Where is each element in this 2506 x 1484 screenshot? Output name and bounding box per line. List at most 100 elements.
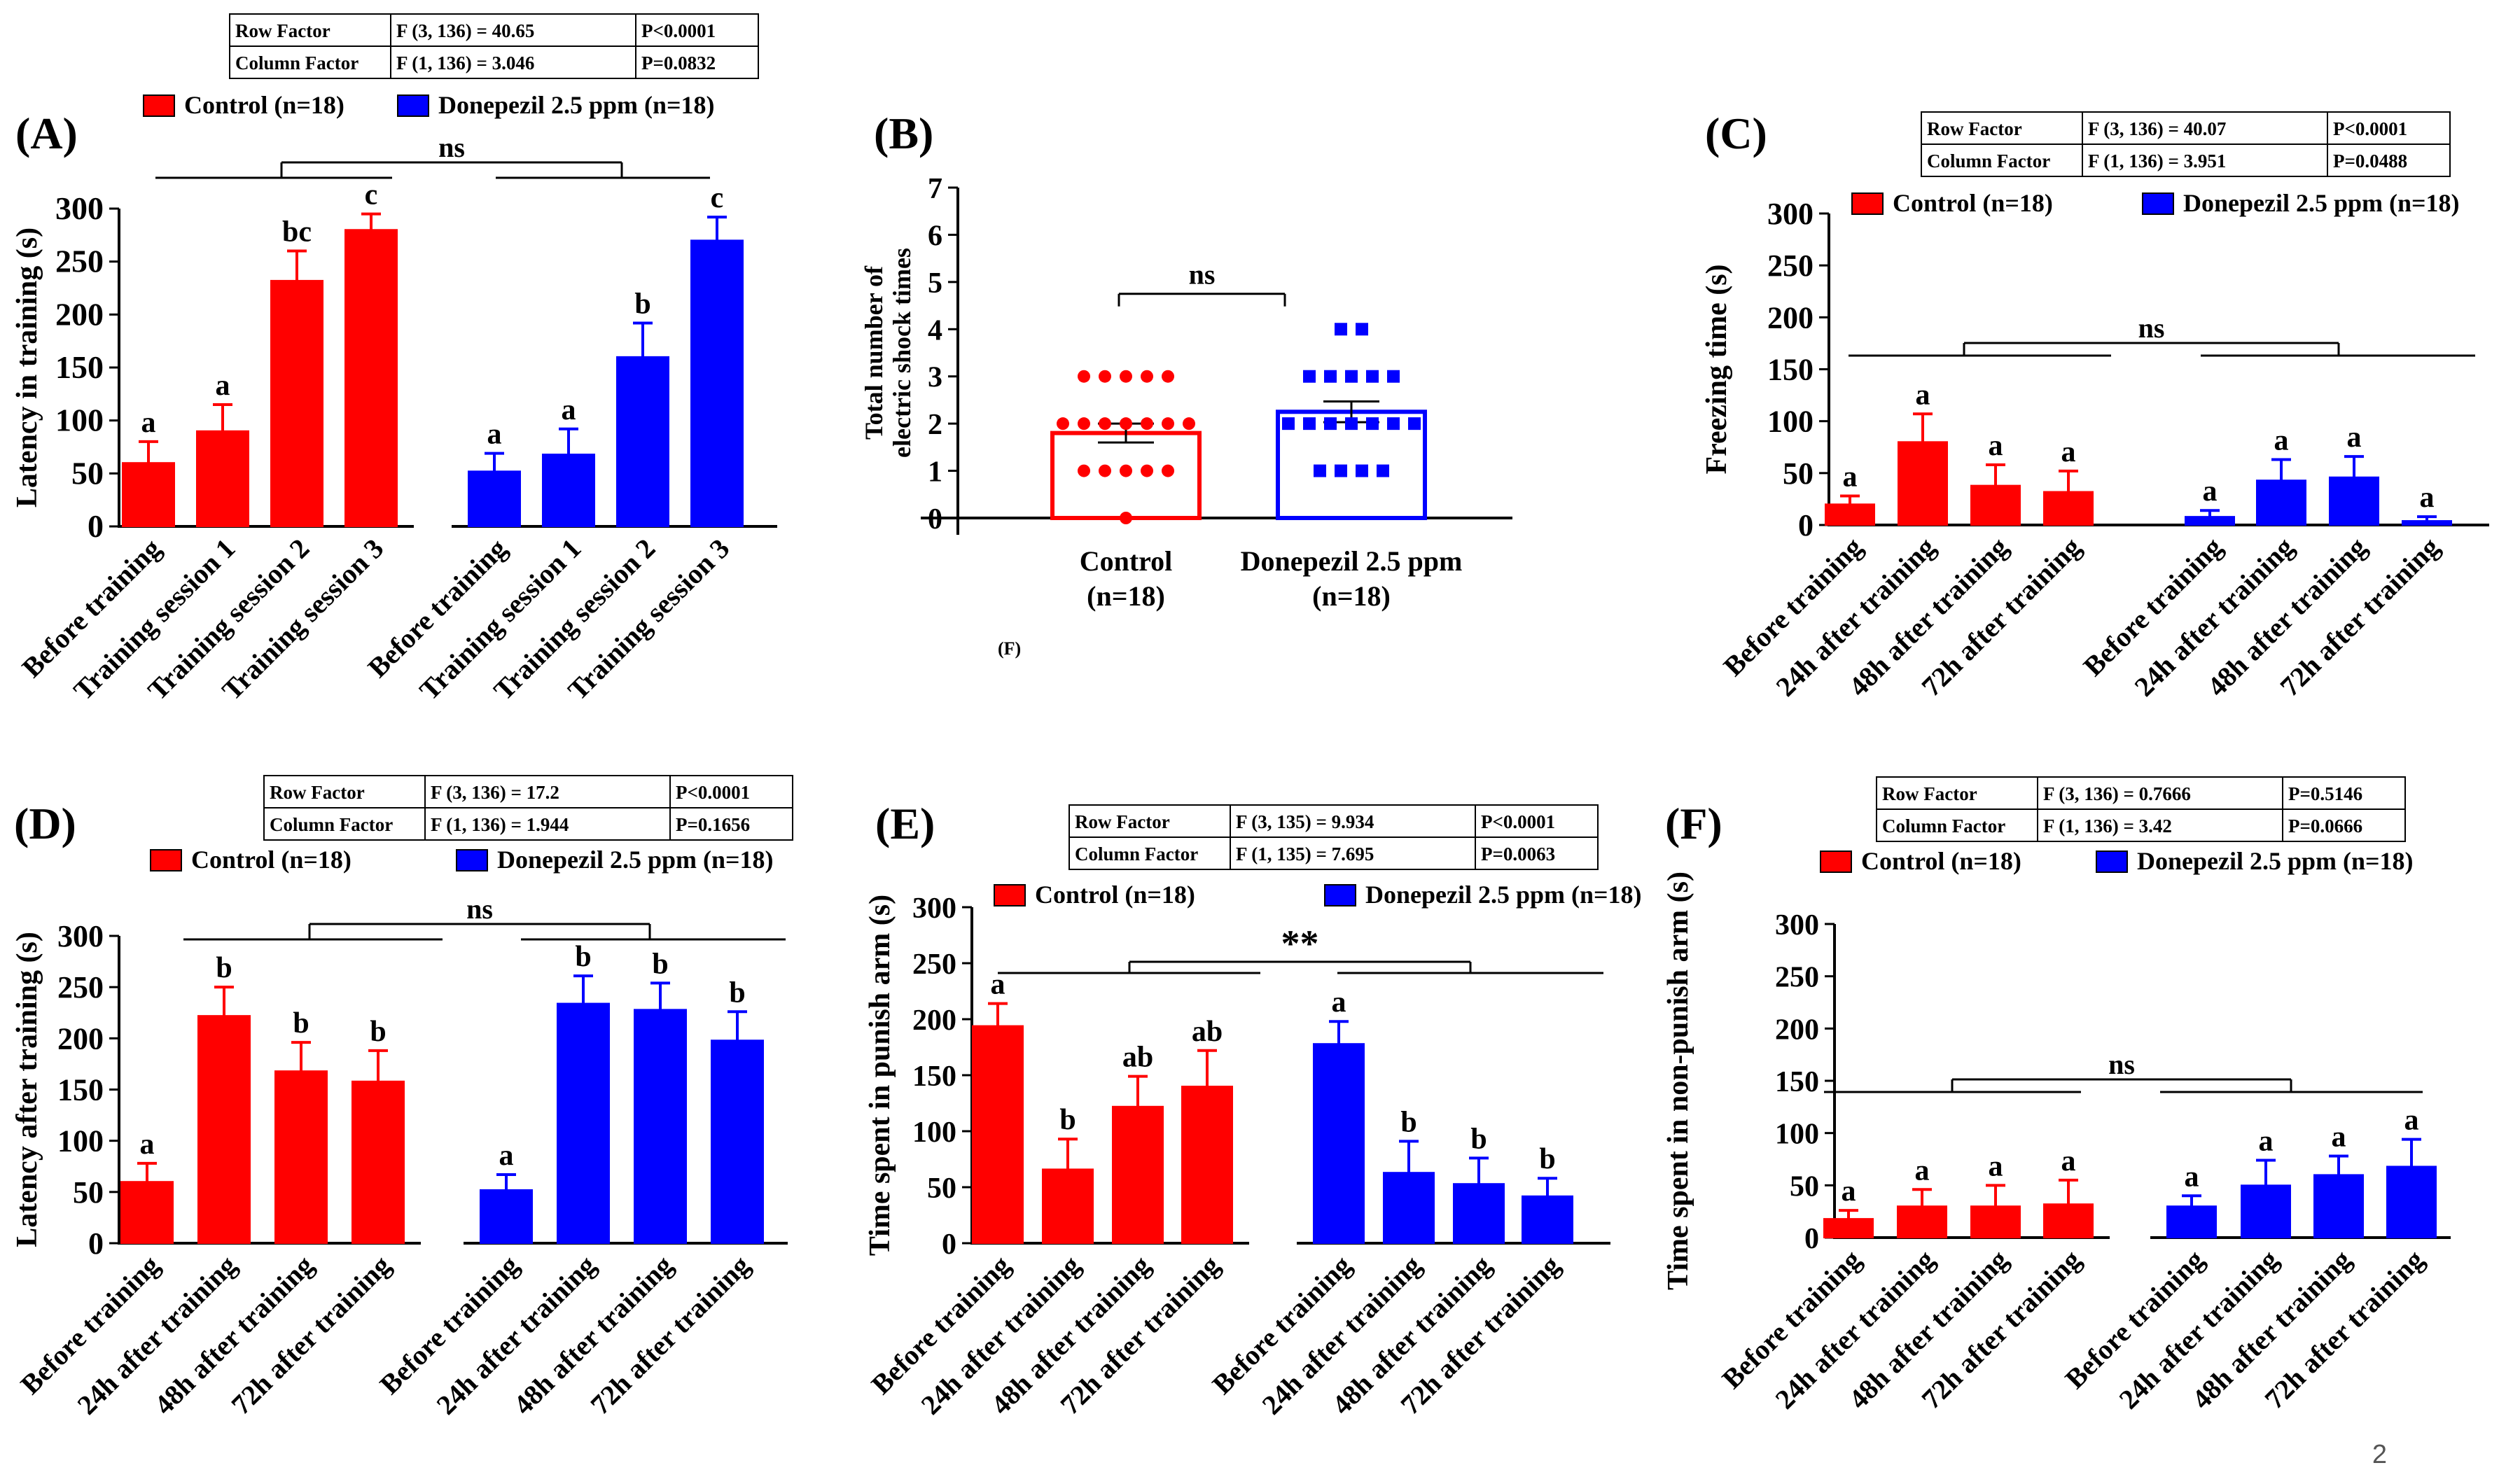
bar-donepezil-1 bbox=[2166, 1205, 2217, 1238]
y-tick-label: 200 bbox=[1775, 1014, 1819, 1046]
data-point-donepezil bbox=[1356, 464, 1368, 477]
data-point-donepezil bbox=[1345, 370, 1358, 383]
error-bar bbox=[287, 249, 307, 281]
y-tick-label: 200 bbox=[1767, 300, 1814, 335]
stats-row-p: P<0.0001 bbox=[676, 782, 750, 803]
significance-letter: a bbox=[1332, 986, 1346, 1018]
y-tick-label: 300 bbox=[912, 892, 956, 925]
legend-swatch bbox=[1851, 192, 1884, 215]
data-point-donepezil bbox=[1387, 417, 1400, 430]
footnote: (F) bbox=[998, 638, 1021, 659]
significance-letter: b bbox=[652, 948, 668, 980]
stats-col-f: F (1, 136) = 3.951 bbox=[2088, 150, 2226, 172]
comparison-bracket: ** bbox=[998, 923, 1603, 974]
y-tick-label: 7 bbox=[928, 173, 942, 205]
legend-swatch bbox=[2142, 192, 2174, 215]
x-tick-label: Before training bbox=[373, 1250, 524, 1401]
stats-col-label: Column Factor bbox=[270, 814, 393, 835]
error-bar bbox=[2417, 515, 2437, 522]
bar-donepezil-1 bbox=[468, 470, 521, 527]
data-point-donepezil bbox=[1324, 417, 1337, 430]
y-tick-label: 6 bbox=[928, 220, 942, 252]
y-axis-title: Freezing time (s) bbox=[1701, 264, 1733, 474]
data-point-control bbox=[1057, 417, 1069, 430]
data-point-control bbox=[1078, 464, 1090, 477]
error-bar bbox=[137, 1161, 157, 1182]
data-point-donepezil bbox=[1366, 370, 1379, 383]
bar-donepezil-3 bbox=[616, 356, 669, 527]
legend-entry: Control (n=18) bbox=[1035, 881, 1195, 909]
significance-letter: a bbox=[1989, 430, 2003, 462]
error-bar bbox=[2256, 1158, 2276, 1186]
y-tick-label: 250 bbox=[1775, 962, 1819, 994]
significance-letter: a bbox=[2332, 1121, 2346, 1154]
stats-col-f: F (1, 135) = 7.695 bbox=[1236, 844, 1374, 864]
bar-donepezil-2 bbox=[2241, 1184, 2291, 1239]
data-point-donepezil bbox=[1345, 417, 1358, 430]
legend-entry: Donepezil 2.5 ppm (n=18) bbox=[438, 91, 715, 119]
significance-letter: a bbox=[1915, 1154, 1930, 1186]
significance-label: ns bbox=[466, 893, 493, 925]
y-tick-label: 200 bbox=[912, 1004, 956, 1037]
y-tick-label: 50 bbox=[927, 1172, 956, 1205]
data-point-donepezil bbox=[1356, 323, 1368, 336]
bar-control-1 bbox=[122, 462, 175, 528]
significance-letter: b bbox=[1400, 1106, 1416, 1138]
error-bar bbox=[2059, 1178, 2078, 1205]
bar-donepezil-4 bbox=[2402, 520, 2452, 526]
data-point-control bbox=[1078, 417, 1090, 430]
panel-label: (C) bbox=[1705, 108, 1767, 158]
stats-col-p: P=0.0488 bbox=[2333, 150, 2407, 172]
axes: 0 50 100 150 200 250 300 Latency after training… bbox=[11, 919, 788, 1261]
stats-col-label: Column Factor bbox=[1075, 844, 1198, 864]
error-bar bbox=[2329, 1154, 2348, 1175]
error-bar bbox=[1197, 1049, 1217, 1086]
panel-label: (F) bbox=[1665, 799, 1722, 848]
significance-letter: a bbox=[216, 370, 230, 402]
x-tick-label-n: (n=18) bbox=[1087, 580, 1165, 612]
error-bar bbox=[650, 981, 670, 1010]
page-number: 2 bbox=[2372, 1440, 2387, 1469]
y-tick-label: 200 bbox=[57, 1021, 104, 1056]
legend: Control (n=18) Donepezil 2.5 ppm (n=18) bbox=[1820, 847, 2414, 875]
bar-control-2 bbox=[196, 430, 249, 527]
y-axis-title: Total number of bbox=[860, 265, 888, 440]
error-bar bbox=[1128, 1074, 1148, 1107]
error-bar bbox=[1538, 1177, 1557, 1196]
data-point-control bbox=[1120, 512, 1132, 524]
significance-letter: b bbox=[216, 952, 232, 984]
legend-swatch bbox=[1820, 850, 1852, 873]
panel-e: (E) Row Factor F (3, 135) = 9.934 P<0.0001 C… bbox=[864, 799, 1642, 1421]
bar-donepezil-4 bbox=[711, 1040, 764, 1244]
panel-label: (D) bbox=[14, 799, 76, 848]
legend-swatch bbox=[994, 884, 1026, 906]
stats-row-f: F (3, 136) = 17.2 bbox=[431, 782, 559, 803]
data-point-donepezil bbox=[1408, 417, 1421, 430]
error-bar bbox=[2271, 458, 2291, 481]
stats-col-label: Column Factor bbox=[1882, 816, 2005, 836]
x-tick-label: Control bbox=[1080, 545, 1173, 577]
legend-entry: Control (n=18) bbox=[191, 846, 351, 874]
y-tick-label: 1 bbox=[928, 456, 942, 489]
y-tick-label: 250 bbox=[912, 948, 956, 981]
legend-swatch bbox=[397, 94, 429, 117]
significance-label: ns bbox=[438, 132, 465, 163]
y-tick-label: 150 bbox=[1775, 1066, 1819, 1098]
error-bar bbox=[1329, 1020, 1349, 1044]
significance-letter: b bbox=[370, 1016, 386, 1048]
legend-swatch bbox=[456, 849, 488, 872]
error-bar bbox=[214, 986, 234, 1016]
stats-row-label: Row Factor bbox=[1075, 811, 1170, 832]
panel-b: (B) 0 1 2 3 4 5 6 7 Total number of electric shock… bbox=[860, 108, 1512, 659]
significance-letter: a bbox=[1916, 379, 1930, 411]
bar-control-3 bbox=[274, 1070, 328, 1245]
significance-letter: b bbox=[1059, 1104, 1076, 1136]
data-point-donepezil bbox=[1282, 417, 1295, 430]
bar-donepezil-3 bbox=[1453, 1183, 1505, 1244]
bar-control-4 bbox=[351, 1080, 405, 1244]
bar-control-3 bbox=[1970, 1205, 2021, 1238]
error-bar bbox=[1469, 1156, 1489, 1184]
significance-letter: a bbox=[1843, 461, 1858, 493]
stats-col-f: F (1, 136) = 3.42 bbox=[2043, 816, 2172, 836]
data-point-control bbox=[1141, 417, 1153, 430]
